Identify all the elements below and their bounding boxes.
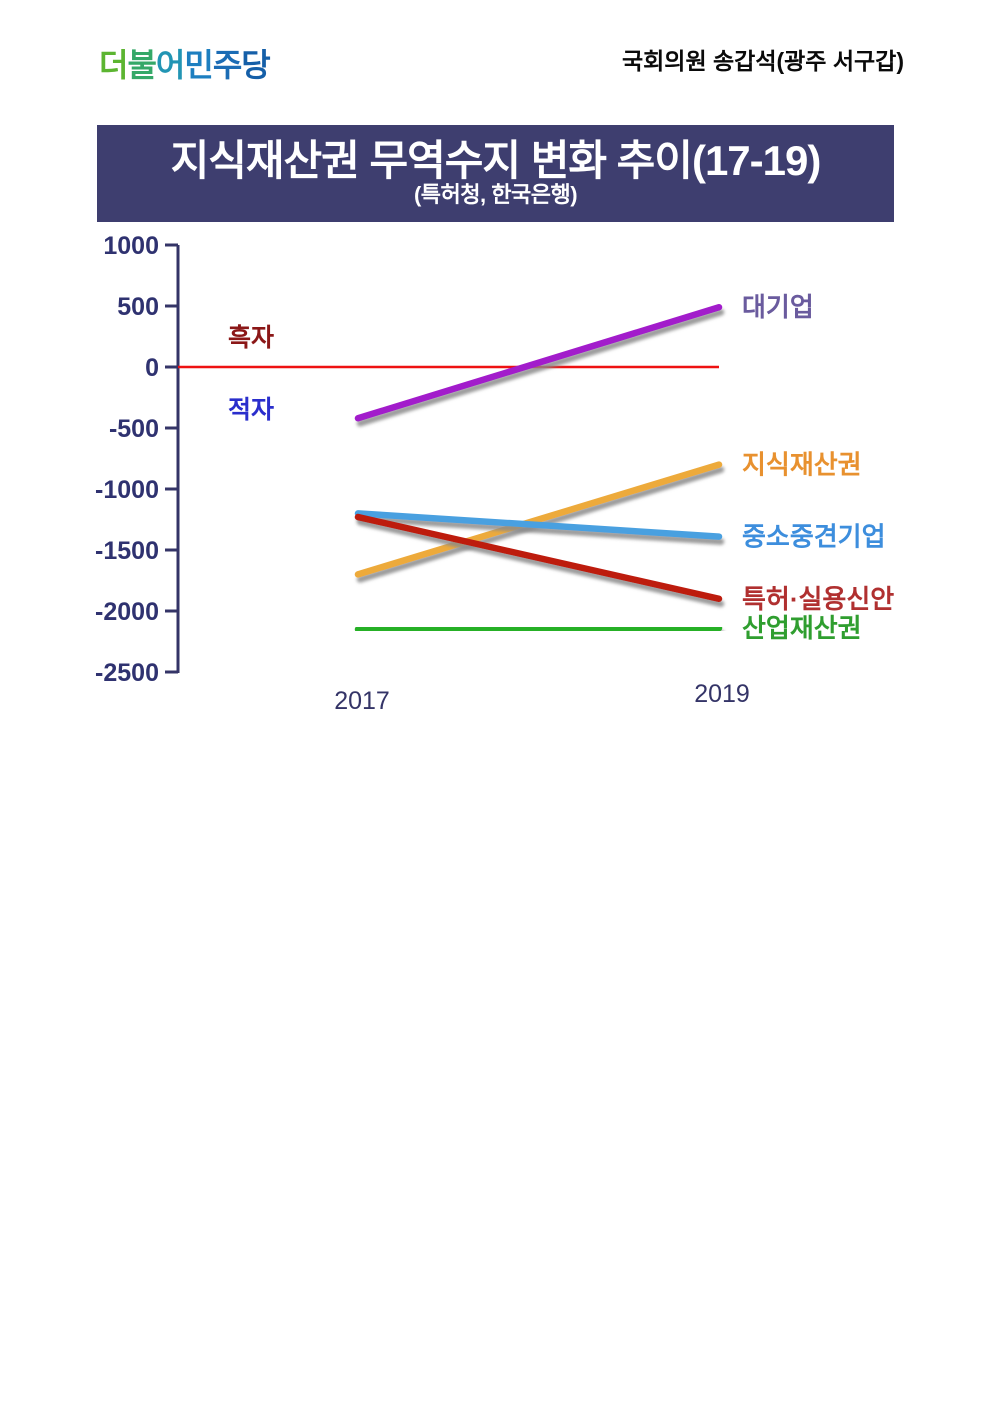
series-label: 중소중견기업 [742,522,886,552]
x-tick-label: 2019 [694,680,750,708]
party-logo-char: 더 [99,47,128,83]
series-label: 대기업 [742,292,814,322]
series-line [354,513,723,603]
party-logo-char: 당 [241,47,270,83]
party-logo-char: 민 [184,47,213,83]
series-line [354,303,723,422]
member-info-text: 국회의원 송갑석(광주 서구갑) [621,48,904,74]
series-label: 특허·실용신안 [742,584,894,614]
chart-title: 지식재산권 무역수지 변화 추이(17-19) [170,137,822,185]
chart-subtitle: (특허청, 한국은행) [413,182,578,208]
party-logo-char: 어 [155,47,185,83]
series-label: 산업재산권 [742,613,862,643]
party-logo-char: 불 [127,47,156,83]
y-tick-label: 500 [117,293,159,321]
party-logo-char: 주 [212,47,242,83]
y-tick-label: -2500 [95,659,159,687]
party-logo-text: 더불어민주당 [99,40,271,86]
series-line [354,510,723,540]
y-tick-label: -1000 [95,476,159,504]
series-line [354,461,723,578]
series-label: 지식재산권 [742,450,862,480]
y-tick-label: 0 [145,354,159,382]
y-tick-label: -1500 [95,537,159,565]
y-tick-label: -2000 [95,598,159,626]
chart-axes: 1000 500 0 -500 -1000 -1500 -2000 -2500 [95,232,719,687]
chart-series [354,303,723,633]
y-tick-label: 1000 [103,232,159,260]
series-line [354,624,723,633]
surplus-label: 흑자 [228,324,274,352]
y-tick-label: -500 [109,415,159,443]
x-tick-label: 2017 [334,687,390,715]
chart-title-banner: 지식재산권 무역수지 변화 추이(17-19) (특허청, 한국은행) [97,125,894,222]
page-header: 더불어민주당 국회의원 송갑석(광주 서구갑) [0,0,992,110]
deficit-label: 적자 [228,396,274,424]
